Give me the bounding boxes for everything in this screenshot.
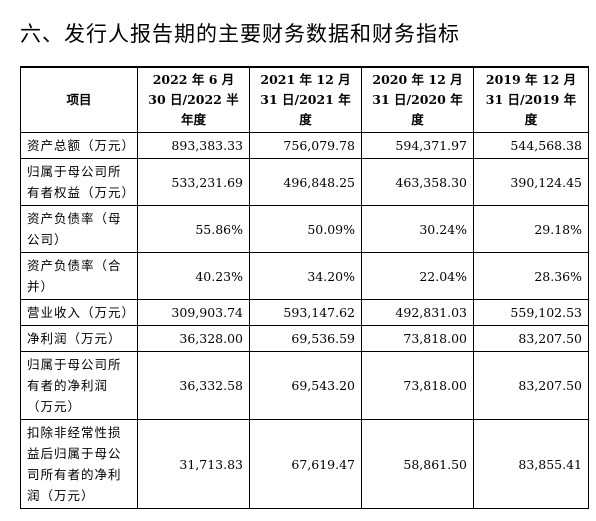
table-cell: 492,831.03 [361, 299, 474, 326]
column-header-2022h1: 2022 年 6 月 30 日/2022 半年度 [137, 66, 250, 133]
column-header-2019: 2019 年 12 月 31 日/2019 年度 [473, 66, 589, 133]
table-cell: 58,861.50 [361, 419, 474, 509]
table-cell: 34.20% [249, 252, 362, 300]
financial-data-table: 项目 2022 年 6 月 30 日/2022 半年度 2021 年 12 月 … [20, 66, 589, 509]
row-label: 归属于母公司所有者的净利润（万元） [20, 351, 138, 420]
row-label: 扣除非经常性损益后归属于母公司所有者的净利润（万元） [20, 419, 138, 509]
table-cell: 83,207.50 [473, 325, 589, 352]
row-label: 资产总额（万元） [20, 132, 138, 159]
table-cell: 67,619.47 [249, 419, 362, 509]
table-cell: 593,147.62 [249, 299, 362, 326]
table-cell: 544,568.38 [473, 132, 589, 159]
table-cell: 36,332.58 [137, 351, 250, 420]
table-cell: 69,536.59 [249, 325, 362, 352]
table-row: 资产总额（万元） 893,383.33 756,079.78 594,371.9… [20, 132, 589, 159]
row-label: 资产负债率（合并） [20, 252, 138, 300]
table-cell: 496,848.25 [249, 158, 362, 206]
table-cell: 83,855.41 [473, 419, 589, 509]
table-row: 营业收入（万元） 309,903.74 593,147.62 492,831.0… [20, 299, 589, 326]
table-row: 资产负债率（合并） 40.23% 34.20% 22.04% 28.36% [20, 252, 589, 300]
table-cell: 533,231.69 [137, 158, 250, 206]
table-cell: 73,818.00 [361, 351, 474, 420]
table-cell: 83,207.50 [473, 351, 589, 420]
table-cell: 390,124.45 [473, 158, 589, 206]
table-row: 资产负债率（母公司） 55.86% 50.09% 30.24% 29.18% [20, 205, 589, 253]
row-label: 营业收入（万元） [20, 299, 138, 326]
table-cell: 463,358.30 [361, 158, 474, 206]
table-row: 归属于母公司所有者的净利润（万元） 36,332.58 69,543.20 73… [20, 351, 589, 420]
table-cell: 31,713.83 [137, 419, 250, 509]
table-cell: 29.18% [473, 205, 589, 253]
table-cell: 559,102.53 [473, 299, 589, 326]
table-cell: 36,328.00 [137, 325, 250, 352]
table-cell: 30.24% [361, 205, 474, 253]
table-cell: 28.36% [473, 252, 589, 300]
column-header-item: 项目 [20, 66, 138, 133]
table-row: 扣除非经常性损益后归属于母公司所有者的净利润（万元） 31,713.83 67,… [20, 419, 589, 509]
table-row: 归属于母公司所有者权益（万元） 533,231.69 496,848.25 46… [20, 158, 589, 206]
table-cell: 594,371.97 [361, 132, 474, 159]
column-header-2020: 2020 年 12 月 31 日/2020 年度 [361, 66, 474, 133]
table-cell: 40.23% [137, 252, 250, 300]
table-cell: 55.86% [137, 205, 250, 253]
column-header-2021: 2021 年 12 月 31 日/2021 年度 [249, 66, 362, 133]
table-row: 净利润（万元） 36,328.00 69,536.59 73,818.00 83… [20, 325, 589, 352]
table-cell: 893,383.33 [137, 132, 250, 159]
row-label: 归属于母公司所有者权益（万元） [20, 158, 138, 206]
table-cell: 309,903.74 [137, 299, 250, 326]
table-cell: 50.09% [249, 205, 362, 253]
row-label: 净利润（万元） [20, 325, 138, 352]
row-label: 资产负债率（母公司） [20, 205, 138, 253]
table-cell: 73,818.00 [361, 325, 474, 352]
table-cell: 756,079.78 [249, 132, 362, 159]
table-cell: 22.04% [361, 252, 474, 300]
table-cell: 69,543.20 [249, 351, 362, 420]
table-header-row: 项目 2022 年 6 月 30 日/2022 半年度 2021 年 12 月 … [20, 66, 589, 133]
section-title: 六、发行人报告期的主要财务数据和财务指标 [20, 22, 460, 46]
